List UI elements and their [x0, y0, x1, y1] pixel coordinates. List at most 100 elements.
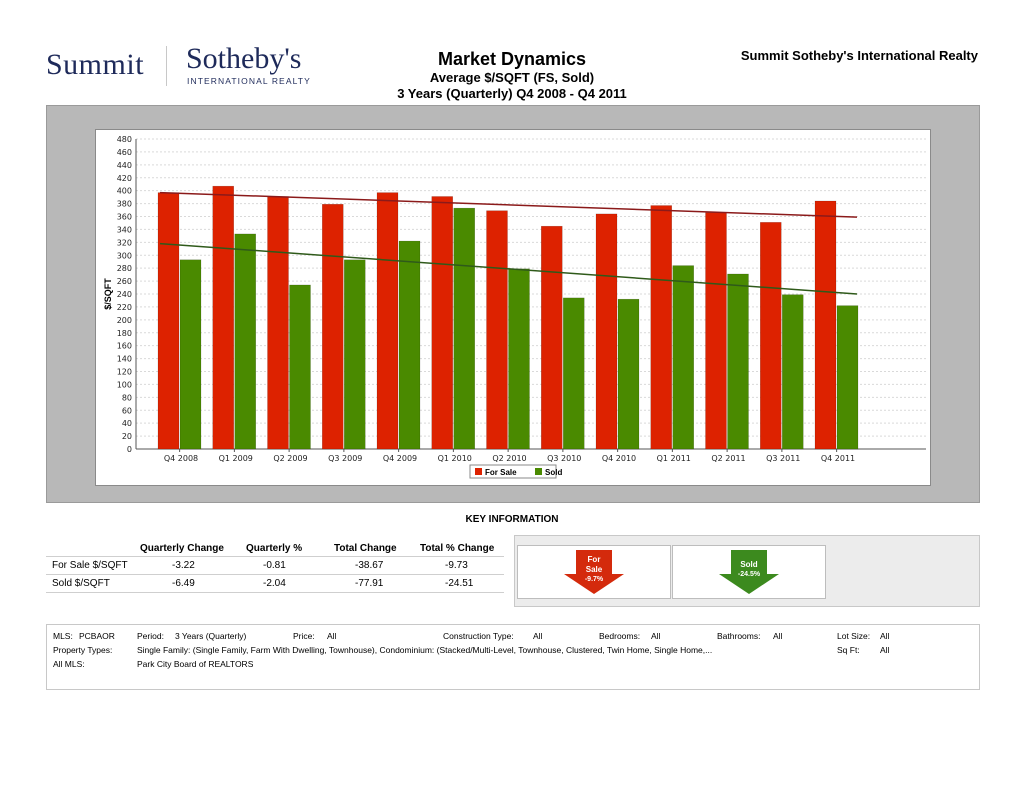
all-mls-value: Park City Board of REALTORS [137, 659, 254, 669]
x-tick-label: Q2 2011 [711, 454, 745, 463]
bar-for-sale [212, 185, 234, 450]
y-tick-label: 280 [117, 264, 132, 273]
bar-sold [782, 294, 804, 450]
x-tick-label: Q2 2009 [273, 454, 307, 463]
sold-total-pct: -24.51 [445, 578, 474, 589]
y-tick-label: 400 [117, 187, 132, 196]
x-tick-label: Q4 2009 [383, 454, 417, 463]
bar-sold [836, 305, 859, 450]
y-tick-label: 120 [117, 368, 132, 377]
bar-chart: 0 20 40 60 80 100 120 140 160 180 200 220 240 260 280 3… [103, 135, 926, 479]
y-tick-label: 360 [117, 213, 132, 222]
bar-for-sale [814, 200, 837, 450]
price-value: All [327, 631, 337, 641]
legend-swatch-for-sale [475, 468, 482, 475]
summit-logo: Summit [46, 48, 145, 81]
y-tick-label: 80 [122, 393, 132, 402]
y-tick-label: 200 [117, 316, 132, 325]
y-tick-label: 260 [117, 277, 132, 286]
bar-for-sale [541, 225, 563, 450]
logo-divider [166, 46, 167, 86]
sold-total-change: -77.91 [355, 578, 384, 589]
x-tick-label: Q4 2010 [602, 454, 636, 463]
x-tick-label: Q1 2011 [657, 454, 691, 463]
lot-size-value: All [880, 631, 890, 641]
mls-value: PCBAOR [79, 631, 115, 641]
down-arrow-icon [564, 550, 624, 594]
for-sale-quarterly-change: -3.22 [172, 560, 195, 571]
bar-sold [289, 284, 311, 450]
bedrooms-value: All [651, 631, 661, 641]
y-tick-label: 0 [127, 445, 132, 454]
bar-sold [727, 273, 749, 450]
y-tick-label: 100 [117, 380, 132, 389]
bar-sold [617, 298, 640, 450]
for-sale-indicator-pct: -9.7% [584, 576, 604, 583]
for-sale-total-change: -38.67 [355, 560, 384, 571]
y-tick-label: 60 [122, 406, 132, 415]
y-tick-label: 140 [117, 355, 132, 364]
for-sale-quarterly-pct: -0.81 [263, 560, 286, 571]
property-types-label: Property Types: [53, 645, 113, 655]
sold-quarterly-pct: -2.04 [263, 578, 286, 589]
change-indicators: For Sale -9.7% Sold -24.5% [514, 535, 980, 607]
sothebys-logo-subtitle: INTERNATIONAL REALTY [187, 76, 311, 86]
bar-for-sale [322, 203, 344, 450]
bathrooms-value: All [773, 631, 783, 641]
bar-sold [344, 259, 366, 450]
report-filters: MLS: PCBAOR Period: 3 Years (Quarterly) … [46, 624, 980, 690]
y-tick-label: 160 [117, 342, 132, 351]
construction-value: All [533, 631, 543, 641]
y-tick-label: 340 [117, 225, 132, 234]
y-tick-label: 40 [122, 419, 132, 428]
bar-for-sale [267, 196, 289, 450]
chart-panel: 0 20 40 60 80 100 120 140 160 180 200 220 240 260 280 3… [46, 105, 980, 503]
y-tick-label: 300 [117, 251, 132, 260]
y-tick-label: 220 [117, 303, 132, 312]
bar-for-sale [376, 192, 399, 450]
period-label: Period: [137, 631, 164, 641]
construction-label: Construction Type: [443, 631, 514, 641]
bar-for-sale [157, 192, 180, 450]
x-tick-label: Q3 2011 [766, 454, 800, 463]
trendline-for-sale [159, 191, 858, 218]
company-name: Summit Sotheby's International Realty [740, 48, 978, 63]
x-tick-label: Q1 2009 [219, 454, 253, 463]
bar-sold [179, 259, 202, 450]
for-sale-indicator: For Sale -9.7% [517, 545, 671, 599]
x-tick-label: Q1 2010 [438, 454, 472, 463]
bar-sold [672, 265, 694, 450]
sqft-value: All [880, 645, 890, 655]
report-title-block: Market Dynamics Average $/SQFT (FS, Sold… [370, 48, 654, 102]
sqft-label: Sq Ft: [837, 645, 860, 655]
trendline-sold [159, 242, 858, 295]
sold-quarterly-change: -6.49 [172, 578, 195, 589]
bar-for-sale [486, 210, 508, 450]
y-tick-label: 480 [117, 135, 132, 144]
down-arrow-icon [719, 550, 779, 594]
mls-label: MLS: [53, 631, 73, 641]
x-tick-label: Q4 2011 [821, 454, 855, 463]
sold-indicator-label: Sold [740, 560, 758, 569]
period-value: 3 Years (Quarterly) [175, 631, 247, 641]
y-tick-label: 440 [117, 161, 132, 170]
bathrooms-label: Bathrooms: [717, 631, 761, 641]
for-sale-total-pct: -9.73 [445, 560, 468, 571]
x-tick-label: Q2 2010 [492, 454, 526, 463]
report-period: 3 Years (Quarterly) Q4 2008 - Q4 2011 [397, 86, 627, 101]
y-tick-label: 460 [117, 148, 132, 157]
bar-for-sale [650, 205, 672, 450]
y-tick-label: 320 [117, 238, 132, 247]
report-title: Market Dynamics [437, 49, 587, 69]
y-axis-label: $/SQFT [103, 278, 113, 310]
bar-for-sale [431, 196, 453, 450]
for-sale-indicator-label: For [587, 555, 601, 564]
bar-sold [563, 297, 585, 450]
bar-sold [453, 207, 475, 450]
report-subtitle: Average $/SQFT (FS, Sold) [429, 70, 595, 85]
bar-for-sale [760, 222, 782, 450]
sold-indicator-pct: -24.5% [737, 571, 761, 578]
all-mls-label: All MLS: [53, 659, 85, 669]
table-divider [46, 574, 504, 575]
sold-indicator: Sold -24.5% [672, 545, 826, 599]
